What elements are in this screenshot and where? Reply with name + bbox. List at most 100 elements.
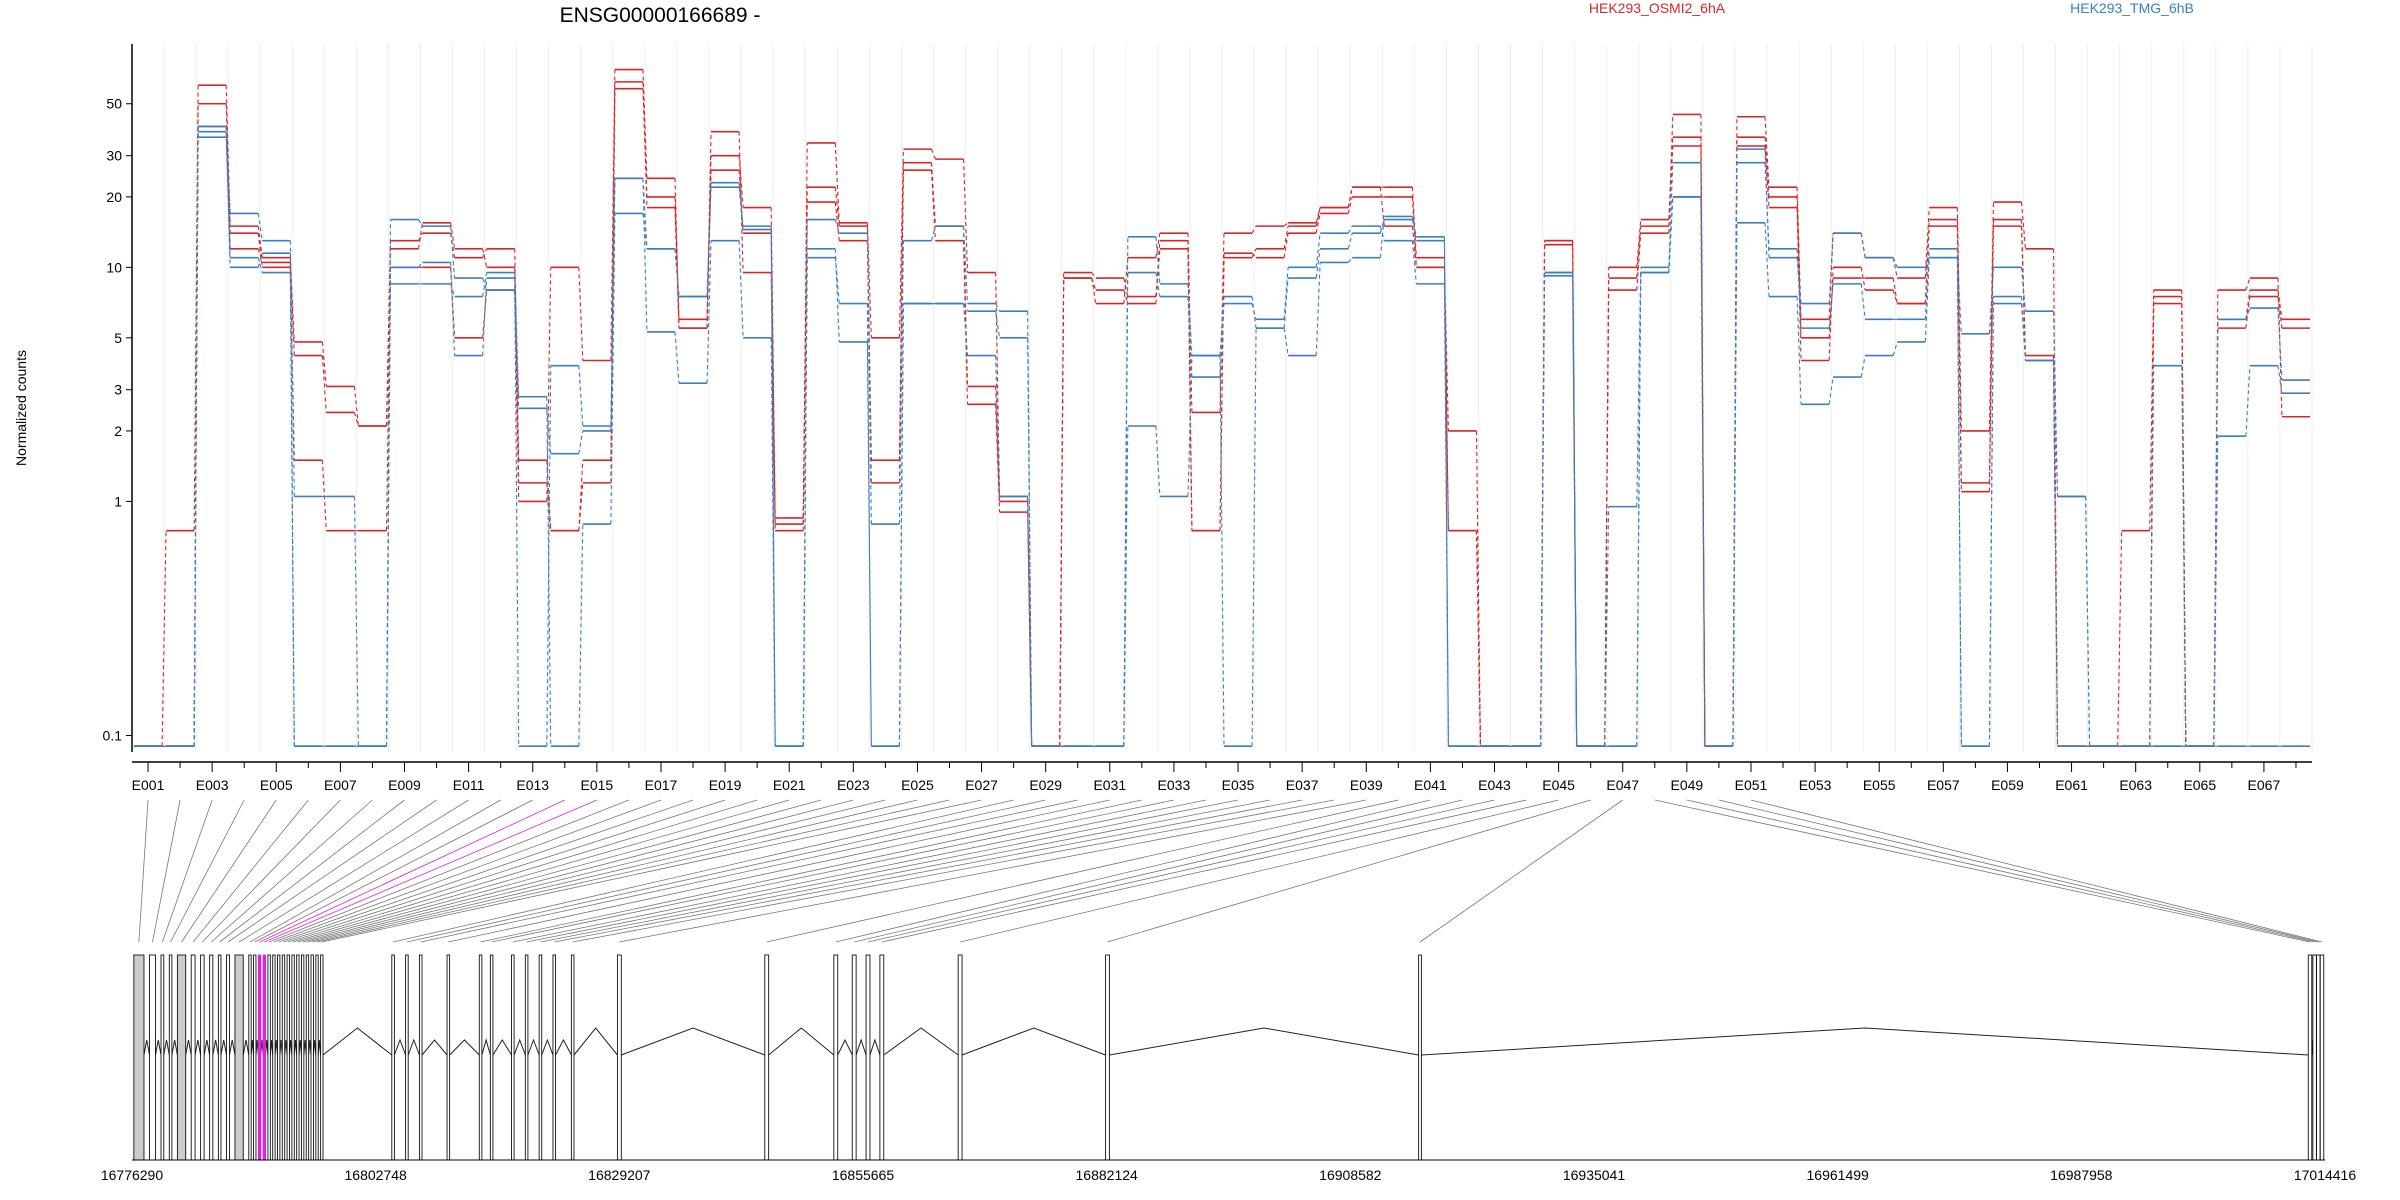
exon-transition — [2277, 308, 2283, 381]
exon-transition — [1956, 257, 1962, 747]
exon-transition — [738, 187, 744, 230]
exon-block — [552, 954, 556, 1161]
y-axis-label: Normalized counts — [13, 350, 29, 466]
exon-connector — [881, 799, 1527, 943]
exon-connector — [283, 799, 726, 943]
exon-block — [489, 954, 494, 1161]
exon-transition — [482, 277, 488, 291]
exon-transition — [1892, 257, 1898, 268]
exon-transition — [1123, 257, 1129, 304]
gene-coordinate-label: 16987958 — [2050, 1167, 2113, 1183]
exon-transition — [1764, 137, 1770, 197]
exon-transition — [1732, 222, 1738, 747]
exon-transition — [2245, 289, 2251, 320]
exon-transition — [642, 178, 648, 249]
exon-transition — [546, 396, 552, 747]
exon-transition — [1219, 355, 1225, 747]
exon-transition — [225, 126, 231, 268]
x-tick-label: E055 — [1863, 777, 1896, 793]
y-tick-label: 1 — [114, 493, 122, 509]
y-tick-label: 50 — [106, 96, 122, 112]
exon-transition — [995, 303, 1001, 312]
exon-connector — [1654, 799, 2311, 943]
gene-coordinate-label: 16961499 — [1807, 1167, 1870, 1183]
x-tick-label: E063 — [2119, 777, 2152, 793]
exon-transition — [353, 412, 359, 427]
exon-transition — [2245, 365, 2251, 437]
exon-transition — [450, 267, 456, 338]
exon-transition — [930, 148, 936, 160]
x-tick-label: E007 — [324, 777, 357, 793]
intron — [1421, 1027, 2309, 1056]
exon-connector — [619, 799, 1367, 943]
exon-transition — [1187, 240, 1193, 531]
exon-connector — [181, 799, 277, 943]
exon-transition — [1860, 267, 1866, 291]
exon-transition — [1796, 248, 1802, 329]
exon-transition — [1796, 187, 1802, 320]
intron — [961, 1027, 1106, 1056]
exon-connector — [138, 799, 149, 943]
x-tick-label: E027 — [965, 777, 998, 793]
connector-lines — [138, 799, 2323, 943]
exon-transition — [1924, 257, 1930, 268]
exon-transition — [1091, 277, 1097, 304]
exon-transition — [1315, 207, 1321, 227]
exon-transition — [898, 240, 904, 525]
exon-transition — [610, 178, 616, 427]
exon-transition — [1572, 275, 1578, 747]
exon-transition — [1604, 290, 1610, 747]
exon-block — [418, 954, 423, 1161]
x-tick-label: E003 — [196, 777, 229, 793]
exon-transition — [1796, 207, 1802, 361]
exon-transition — [1636, 233, 1642, 291]
exon-transition — [898, 170, 904, 483]
intron — [194, 1039, 202, 1056]
x-axis: E001 E003 E005 E007 E009 E011 E013 E015 E017 E019… — [132, 761, 2312, 793]
exon-transition — [578, 365, 584, 427]
x-tick-label: E061 — [2055, 777, 2088, 793]
exon-block — [957, 954, 963, 1161]
exon-transition — [1668, 145, 1674, 227]
intron — [203, 1039, 211, 1056]
exon-transition — [866, 222, 872, 338]
exon-block — [570, 954, 575, 1161]
exon-connector — [210, 799, 373, 943]
exon-transition — [1988, 202, 1994, 431]
exon-transition — [1155, 236, 1161, 284]
exon-block — [305, 954, 310, 1161]
exon-transition — [1572, 272, 1578, 747]
exon-transition — [1283, 328, 1289, 356]
exon-transition — [2020, 296, 2027, 361]
exon-transition — [1187, 355, 1193, 497]
exon-transition — [1411, 240, 1417, 284]
exon-transition — [2213, 436, 2219, 747]
exon-connector — [491, 799, 1174, 943]
exon-block — [149, 954, 156, 1161]
exon-block — [478, 954, 483, 1161]
gene-axis: 16776290 16802748 16829207 16855665 16882124… — [101, 1159, 2356, 1183]
exon-connector — [321, 799, 982, 943]
gene-model — [133, 954, 2325, 1161]
exon-transition — [1315, 207, 1321, 223]
intron — [228, 1039, 236, 1056]
exon-transition — [1892, 341, 1898, 356]
exon-block — [160, 954, 165, 1161]
exon-transition — [963, 303, 969, 312]
exon-connector — [392, 799, 1014, 943]
exon-transition — [2181, 365, 2187, 747]
exon-transition — [2052, 355, 2059, 747]
exon-transition — [193, 126, 199, 747]
exon-transition — [1251, 248, 1257, 258]
exon-transition — [1059, 278, 1065, 747]
exon-transition — [1988, 226, 1994, 492]
x-tick-label: E049 — [1671, 777, 1704, 793]
exon-transition — [1315, 213, 1321, 234]
exon-transition — [706, 155, 712, 320]
exon-block — [296, 954, 300, 1161]
exon-transition — [738, 240, 744, 338]
intron — [322, 1027, 393, 1056]
exon-connector — [170, 799, 245, 943]
exon-block — [879, 954, 885, 1161]
exon-transition — [674, 331, 680, 384]
